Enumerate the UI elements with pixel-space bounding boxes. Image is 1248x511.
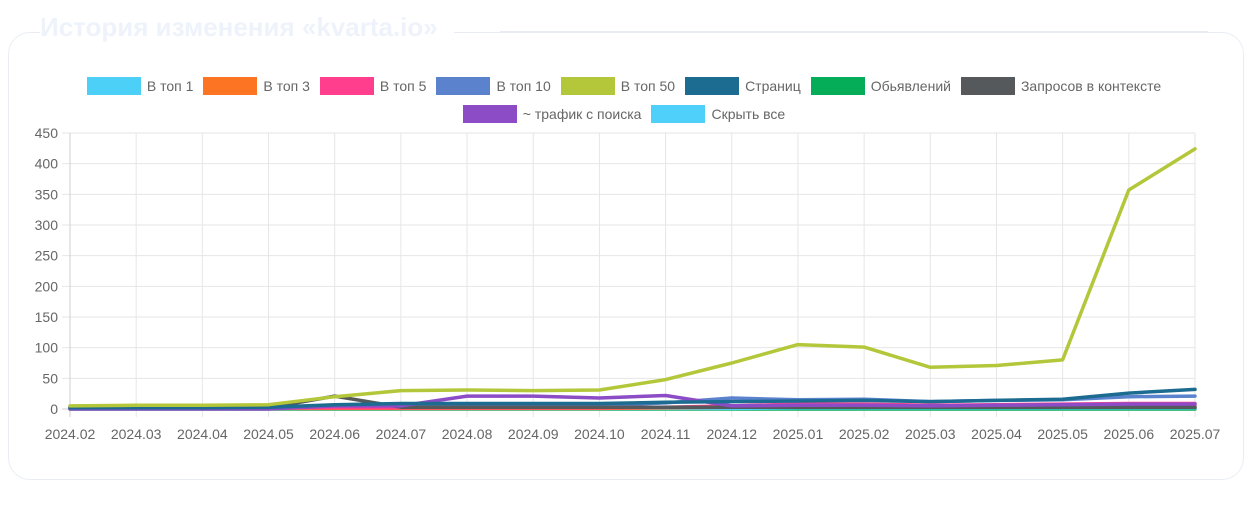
x-tick-label: 2024.03	[111, 426, 162, 442]
chart-legend: В топ 1 В топ 3 В топ 5 В топ 10 В топ 50 Стр…	[0, 72, 1248, 128]
y-tick-label: 300	[35, 217, 59, 233]
legend-item-9[interactable]: Скрыть все	[651, 100, 785, 128]
legend-item-6[interactable]: Обьявлений	[810, 72, 951, 100]
legend-item-1[interactable]: В топ 3	[203, 72, 310, 100]
x-tick-label: 2024.12	[706, 426, 757, 442]
legend-row-1: В топ 1 В топ 3 В топ 5 В топ 10 В топ 50 Стр…	[0, 72, 1248, 100]
legend-swatch	[436, 77, 491, 95]
legend-swatch	[685, 77, 740, 95]
x-tick-label: 2025.02	[839, 426, 890, 442]
legend-label: В топ 3	[263, 78, 310, 94]
legend-swatch	[560, 77, 615, 95]
x-tick-label: 2024.08	[442, 426, 493, 442]
x-tick-label: 2024.07	[376, 426, 427, 442]
x-tick-label: 2024.11	[641, 426, 691, 442]
legend-label: Обьявлений	[870, 78, 951, 94]
legend-swatch	[319, 77, 374, 95]
y-tick-label: 250	[35, 248, 59, 264]
legend-label: В топ 1	[146, 78, 194, 94]
legend-label: ~ трафик с поиска	[522, 106, 642, 122]
legend-label: Страниц	[745, 78, 801, 94]
y-tick-label: 450	[35, 125, 59, 141]
legend-label: Скрыть все	[711, 106, 786, 122]
series-line-4	[68, 147, 1197, 408]
legend-swatch	[810, 77, 865, 95]
page-title: История изменения «kvarta.io»	[40, 12, 454, 43]
legend-item-7[interactable]: Запросов в контексте	[960, 72, 1162, 100]
y-tick-label: 0	[50, 401, 58, 417]
x-tick-label: 2025.05	[1037, 426, 1088, 442]
legend-item-0[interactable]: В топ 1	[86, 72, 194, 100]
legend-swatch	[203, 77, 258, 95]
legend-item-3[interactable]: В топ 10	[436, 72, 551, 100]
y-tick-label: 200	[35, 278, 59, 294]
x-tick-label: 2025.04	[971, 426, 1022, 442]
legend-item-4[interactable]: В топ 50	[560, 72, 676, 100]
title-divider	[500, 31, 1208, 32]
y-tick-label: 400	[35, 156, 59, 172]
legend-label: В топ 5	[379, 78, 427, 94]
legend-swatch	[960, 77, 1015, 95]
x-tick-label: 2025.01	[773, 426, 824, 442]
legend-label: В топ 10	[496, 78, 551, 94]
legend-swatch	[462, 105, 517, 123]
y-tick-label: 350	[35, 186, 59, 202]
y-tick-label: 100	[35, 340, 59, 356]
legend-label: В топ 50	[620, 78, 676, 94]
x-tick-label: 2024.10	[574, 426, 625, 442]
x-tick-label: 2025.06	[1104, 426, 1155, 442]
legend-item-5[interactable]: Страниц	[685, 72, 801, 100]
x-tick-label: 2024.05	[243, 426, 294, 442]
legend-label: Запросов в контексте	[1020, 78, 1162, 94]
legend-item-8[interactable]: ~ трафик с поиска	[462, 100, 642, 128]
legend-item-2[interactable]: В топ 5	[319, 72, 427, 100]
legend-swatch	[86, 77, 141, 95]
x-tick-label: 2024.06	[309, 426, 360, 442]
x-tick-label: 2024.04	[177, 426, 228, 442]
x-tick-label: 2025.03	[905, 426, 956, 442]
x-tick-label: 2024.02	[45, 426, 96, 442]
series-line-5	[68, 387, 1197, 410]
y-tick-label: 150	[35, 309, 59, 325]
legend-swatch	[651, 105, 706, 123]
y-tick-label: 50	[42, 370, 58, 386]
x-tick-label: 2025.07	[1170, 426, 1221, 442]
x-tick-label: 2024.09	[508, 426, 559, 442]
legend-row-2: ~ трафик с поиска Скрыть все	[0, 100, 1248, 128]
